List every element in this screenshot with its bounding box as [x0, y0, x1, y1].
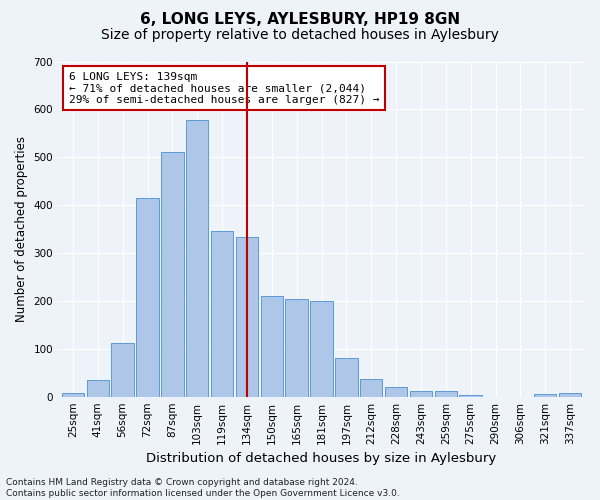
Bar: [112, 342, 134, 396]
X-axis label: Distribution of detached houses by size in Aylesbury: Distribution of detached houses by size …: [146, 452, 497, 465]
Bar: [559, 393, 581, 396]
Bar: [161, 152, 184, 396]
Y-axis label: Number of detached properties: Number of detached properties: [15, 136, 28, 322]
Bar: [211, 232, 233, 396]
Text: Size of property relative to detached houses in Aylesbury: Size of property relative to detached ho…: [101, 28, 499, 42]
Bar: [335, 358, 358, 397]
Bar: [460, 395, 482, 396]
Text: 6, LONG LEYS, AYLESBURY, HP19 8GN: 6, LONG LEYS, AYLESBURY, HP19 8GN: [140, 12, 460, 28]
Bar: [62, 393, 84, 396]
Bar: [186, 120, 208, 396]
Text: Contains HM Land Registry data © Crown copyright and database right 2024.
Contai: Contains HM Land Registry data © Crown c…: [6, 478, 400, 498]
Bar: [534, 394, 556, 396]
Bar: [286, 298, 308, 396]
Bar: [136, 198, 159, 396]
Bar: [260, 296, 283, 396]
Bar: [86, 380, 109, 396]
Bar: [360, 379, 382, 396]
Bar: [410, 391, 432, 396]
Bar: [310, 301, 333, 396]
Bar: [385, 387, 407, 396]
Bar: [236, 237, 258, 396]
Bar: [434, 391, 457, 396]
Text: 6 LONG LEYS: 139sqm
← 71% of detached houses are smaller (2,044)
29% of semi-det: 6 LONG LEYS: 139sqm ← 71% of detached ho…: [68, 72, 379, 105]
